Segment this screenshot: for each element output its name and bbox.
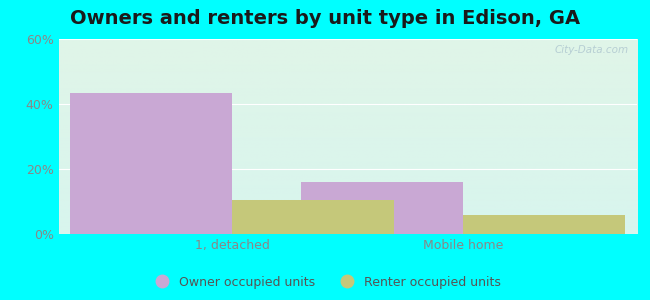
- Bar: [302, 182, 463, 234]
- Text: City-Data.com: City-Data.com: [554, 45, 629, 55]
- Text: Owners and renters by unit type in Edison, GA: Owners and renters by unit type in Ediso…: [70, 9, 580, 28]
- Bar: [232, 200, 394, 234]
- Bar: [70, 93, 232, 234]
- Bar: [463, 214, 625, 234]
- Legend: Owner occupied units, Renter occupied units: Owner occupied units, Renter occupied un…: [144, 271, 506, 294]
